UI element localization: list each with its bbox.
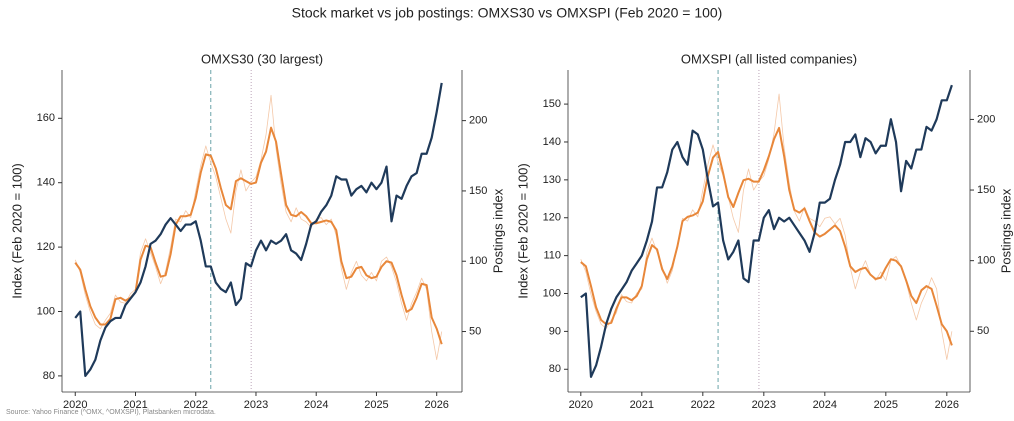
y2-tick-label: 150 [469, 185, 487, 197]
y-tick-label: 100 [37, 305, 55, 317]
series-line [74, 94, 443, 361]
series-line [580, 126, 953, 346]
y-axis-label: Index (Feb 2020 = 100) [9, 163, 24, 299]
y-tick-label: 80 [43, 370, 55, 382]
figure-title: Stock market vs job postings: OMXS30 vs … [292, 5, 723, 21]
y2-tick-label: 200 [469, 115, 487, 127]
x-tick-label: 2026 [424, 399, 448, 411]
series-line [580, 84, 953, 378]
y-tick-label: 90 [549, 325, 561, 337]
x-tick-label: 2022 [691, 399, 715, 411]
x-tick-label: 2023 [244, 399, 268, 411]
x-tick-label: 2022 [183, 399, 207, 411]
y2-axis-label: Postings index [490, 188, 505, 273]
x-tick-label: 2025 [874, 399, 898, 411]
x-tick-label: 2021 [630, 399, 654, 411]
y-tick-label: 160 [37, 112, 55, 124]
series-line [74, 82, 443, 377]
x-tick-label: 2020 [63, 399, 87, 411]
y-axis-label: Index (Feb 2020 = 100) [515, 163, 530, 299]
y-tick-label: 130 [543, 174, 561, 186]
y-tick-label: 120 [543, 212, 561, 224]
y-tick-label: 140 [37, 177, 55, 189]
y2-tick-label: 100 [977, 255, 995, 267]
x-tick-label: 2025 [364, 399, 388, 411]
y2-axis-label: Postings index [998, 188, 1013, 273]
x-tick-label: 2026 [935, 399, 959, 411]
y-tick-label: 150 [543, 98, 561, 110]
x-tick-label: 2024 [304, 399, 328, 411]
x-tick-label: 2020 [569, 399, 593, 411]
y-tick-label: 140 [543, 136, 561, 148]
x-tick-label: 2021 [123, 399, 147, 411]
x-tick-label: 2024 [813, 399, 837, 411]
series-line [580, 93, 953, 360]
series-line [74, 126, 443, 345]
y2-tick-label: 150 [977, 184, 995, 196]
source-note: Source: Yahoo Finance (^OMX, ^OMXSPI), P… [6, 409, 216, 416]
y-tick-label: 80 [549, 363, 561, 375]
y2-tick-label: 50 [977, 325, 989, 337]
y-tick-label: 110 [543, 250, 561, 262]
y-tick-label: 120 [37, 241, 55, 253]
y-tick-label: 100 [543, 287, 561, 299]
x-tick-label: 2023 [752, 399, 776, 411]
y2-tick-label: 200 [977, 113, 995, 125]
y2-tick-label: 100 [469, 255, 487, 267]
y2-tick-label: 50 [469, 325, 481, 337]
chart-title: OMXS30 (30 largest) [201, 51, 323, 66]
chart-title: OMXSPI (all listed companies) [681, 51, 857, 66]
